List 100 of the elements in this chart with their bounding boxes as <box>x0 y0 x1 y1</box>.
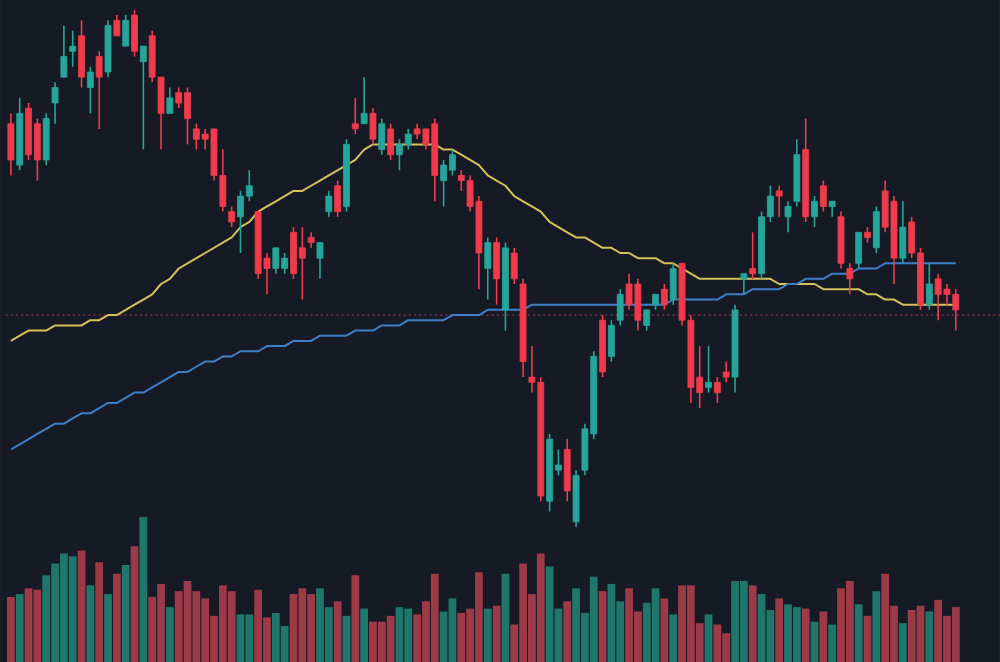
candlestick <box>131 9 138 58</box>
bar <box>236 614 245 662</box>
candlestick <box>775 184 783 218</box>
bar <box>563 601 572 662</box>
bar <box>360 608 368 662</box>
candlestick <box>139 45 147 151</box>
candlestick <box>122 14 130 47</box>
bar <box>669 614 678 662</box>
candlestick <box>42 112 50 166</box>
candlestick <box>899 200 907 264</box>
candlestick <box>351 96 359 135</box>
bar <box>77 550 86 662</box>
candlestick <box>95 50 103 130</box>
candlestick <box>113 14 121 37</box>
bar <box>739 580 748 662</box>
candlestick <box>272 246 280 275</box>
bar <box>86 585 95 662</box>
bar <box>227 591 236 662</box>
bar <box>660 598 669 662</box>
candlestick <box>440 158 448 208</box>
bar <box>15 593 24 662</box>
bar <box>501 573 510 662</box>
candlestick <box>298 226 306 301</box>
candlestick <box>705 345 712 394</box>
bar <box>130 546 139 662</box>
candlestick <box>722 360 730 383</box>
candlestick <box>616 288 624 327</box>
candlestick <box>86 65 94 114</box>
bar <box>801 608 810 662</box>
bar <box>448 598 457 662</box>
candlestick <box>51 81 59 125</box>
bar <box>342 615 351 662</box>
candlestick <box>69 29 77 68</box>
candlestick <box>387 122 395 161</box>
candlestick <box>855 231 863 270</box>
bar <box>598 591 607 662</box>
bar <box>748 585 757 662</box>
candlestick <box>378 117 386 156</box>
candlestick <box>360 76 368 125</box>
bar <box>881 573 890 662</box>
bar <box>792 606 801 662</box>
bar <box>95 561 104 662</box>
candlestick <box>510 246 518 285</box>
bar <box>589 576 598 662</box>
candlestick <box>669 262 677 306</box>
candlestick <box>404 127 412 151</box>
bar <box>907 609 916 662</box>
bar <box>24 588 33 662</box>
bar <box>33 589 42 662</box>
bar <box>7 596 15 662</box>
bar <box>934 599 943 662</box>
bar <box>545 566 554 662</box>
candlestick <box>784 200 792 233</box>
bar <box>536 553 545 662</box>
candlestick <box>334 179 342 218</box>
bar <box>704 614 713 662</box>
bar <box>819 611 828 662</box>
bar <box>925 611 934 662</box>
candlestick <box>78 19 85 89</box>
candlestick <box>713 376 721 404</box>
bar <box>289 593 298 662</box>
bar <box>351 575 360 662</box>
bar <box>607 583 616 662</box>
bar <box>457 612 466 662</box>
bar <box>245 614 254 662</box>
bar <box>430 573 439 662</box>
candlestick <box>643 308 651 332</box>
candlestick <box>872 205 880 254</box>
bar <box>757 593 766 662</box>
candlestick <box>60 24 68 78</box>
candlestick <box>749 231 757 280</box>
candlestick <box>166 86 174 114</box>
candlestick <box>493 236 500 306</box>
bar <box>404 608 413 662</box>
bar <box>898 622 907 662</box>
bar <box>112 573 121 662</box>
bar <box>68 556 77 662</box>
bar <box>395 606 404 662</box>
bar <box>104 593 112 662</box>
candlestick <box>484 236 492 301</box>
bar <box>845 580 854 662</box>
candlestick <box>660 283 668 311</box>
bar <box>183 580 192 662</box>
bar <box>254 589 263 662</box>
bar <box>333 601 342 662</box>
candlestick <box>837 210 845 270</box>
candlestick <box>316 241 324 280</box>
candlestick <box>811 195 818 228</box>
candlestick <box>104 19 112 78</box>
bar <box>139 516 148 662</box>
candlestick <box>740 272 748 295</box>
candlestick <box>563 438 571 502</box>
candlestick <box>369 107 377 146</box>
bar <box>386 615 395 662</box>
candlestick <box>607 319 615 363</box>
candlestick <box>228 205 236 228</box>
candlestick <box>793 138 801 208</box>
bar <box>377 621 386 662</box>
candlestick <box>325 189 333 218</box>
bar <box>775 598 784 662</box>
